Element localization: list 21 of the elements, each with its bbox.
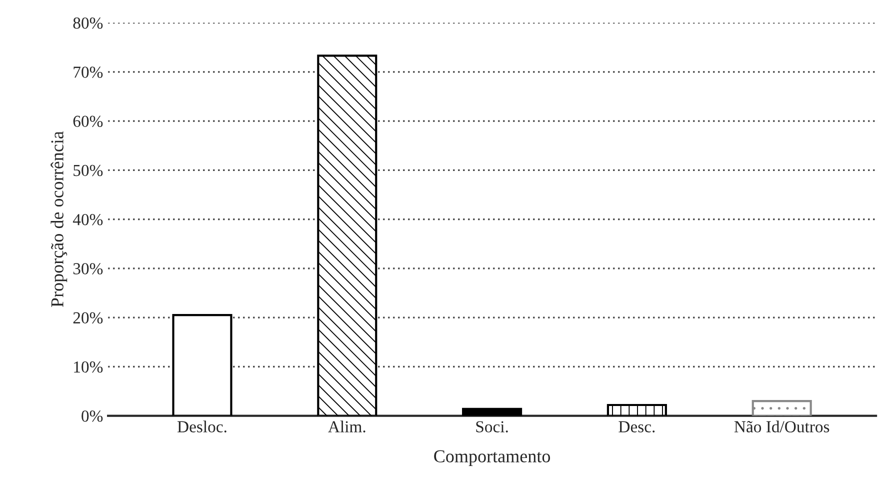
y-tick-label: 10% <box>74 361 103 373</box>
y-tick-label: 20% <box>73 312 103 324</box>
x-tick-label: Não Id/Outros <box>734 420 830 432</box>
bar <box>606 404 667 416</box>
y-tick-label: 80% <box>73 17 103 29</box>
x-tick-label: Desc. <box>618 421 655 432</box>
y-tick-label: 40% <box>72 214 103 226</box>
y-axis-title: Proporção de ocorrência <box>50 131 68 307</box>
y-tick-label: 60% <box>73 116 103 128</box>
bar <box>752 400 812 416</box>
y-tick-label: 70% <box>74 66 103 78</box>
x-tick-label: Soci. <box>476 421 508 432</box>
bar <box>317 54 378 416</box>
bar <box>462 408 522 416</box>
y-tick-label: 50% <box>74 164 103 176</box>
y-tick-label: 30% <box>73 263 103 274</box>
y-tick-label: 0% <box>82 410 103 422</box>
bar <box>172 314 232 416</box>
x-tick-label: Alim. <box>328 420 366 432</box>
x-axis-title: Comportamento <box>434 450 550 466</box>
x-tick-label: Desloc. <box>177 420 226 432</box>
